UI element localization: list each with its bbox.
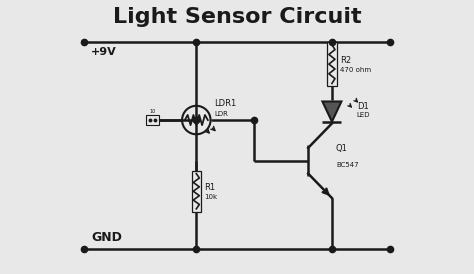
Polygon shape xyxy=(322,101,341,122)
Text: D1: D1 xyxy=(356,102,368,111)
Text: 10k: 10k xyxy=(204,194,218,200)
Text: GND: GND xyxy=(91,231,122,244)
Text: LDR1: LDR1 xyxy=(215,99,237,108)
Text: LDR: LDR xyxy=(215,111,228,117)
Text: LED: LED xyxy=(356,112,370,118)
Bar xyxy=(327,42,337,86)
Text: Light Sensor Circuit: Light Sensor Circuit xyxy=(113,7,361,27)
Text: 10: 10 xyxy=(149,109,155,114)
Text: +9V: +9V xyxy=(91,47,117,57)
Text: R1: R1 xyxy=(204,183,216,192)
Text: 470 ohm: 470 ohm xyxy=(340,67,371,73)
Bar xyxy=(146,115,159,125)
Text: R2: R2 xyxy=(340,56,351,65)
Text: Q1: Q1 xyxy=(336,144,348,153)
Bar xyxy=(191,171,201,212)
Text: BC547: BC547 xyxy=(336,162,359,169)
